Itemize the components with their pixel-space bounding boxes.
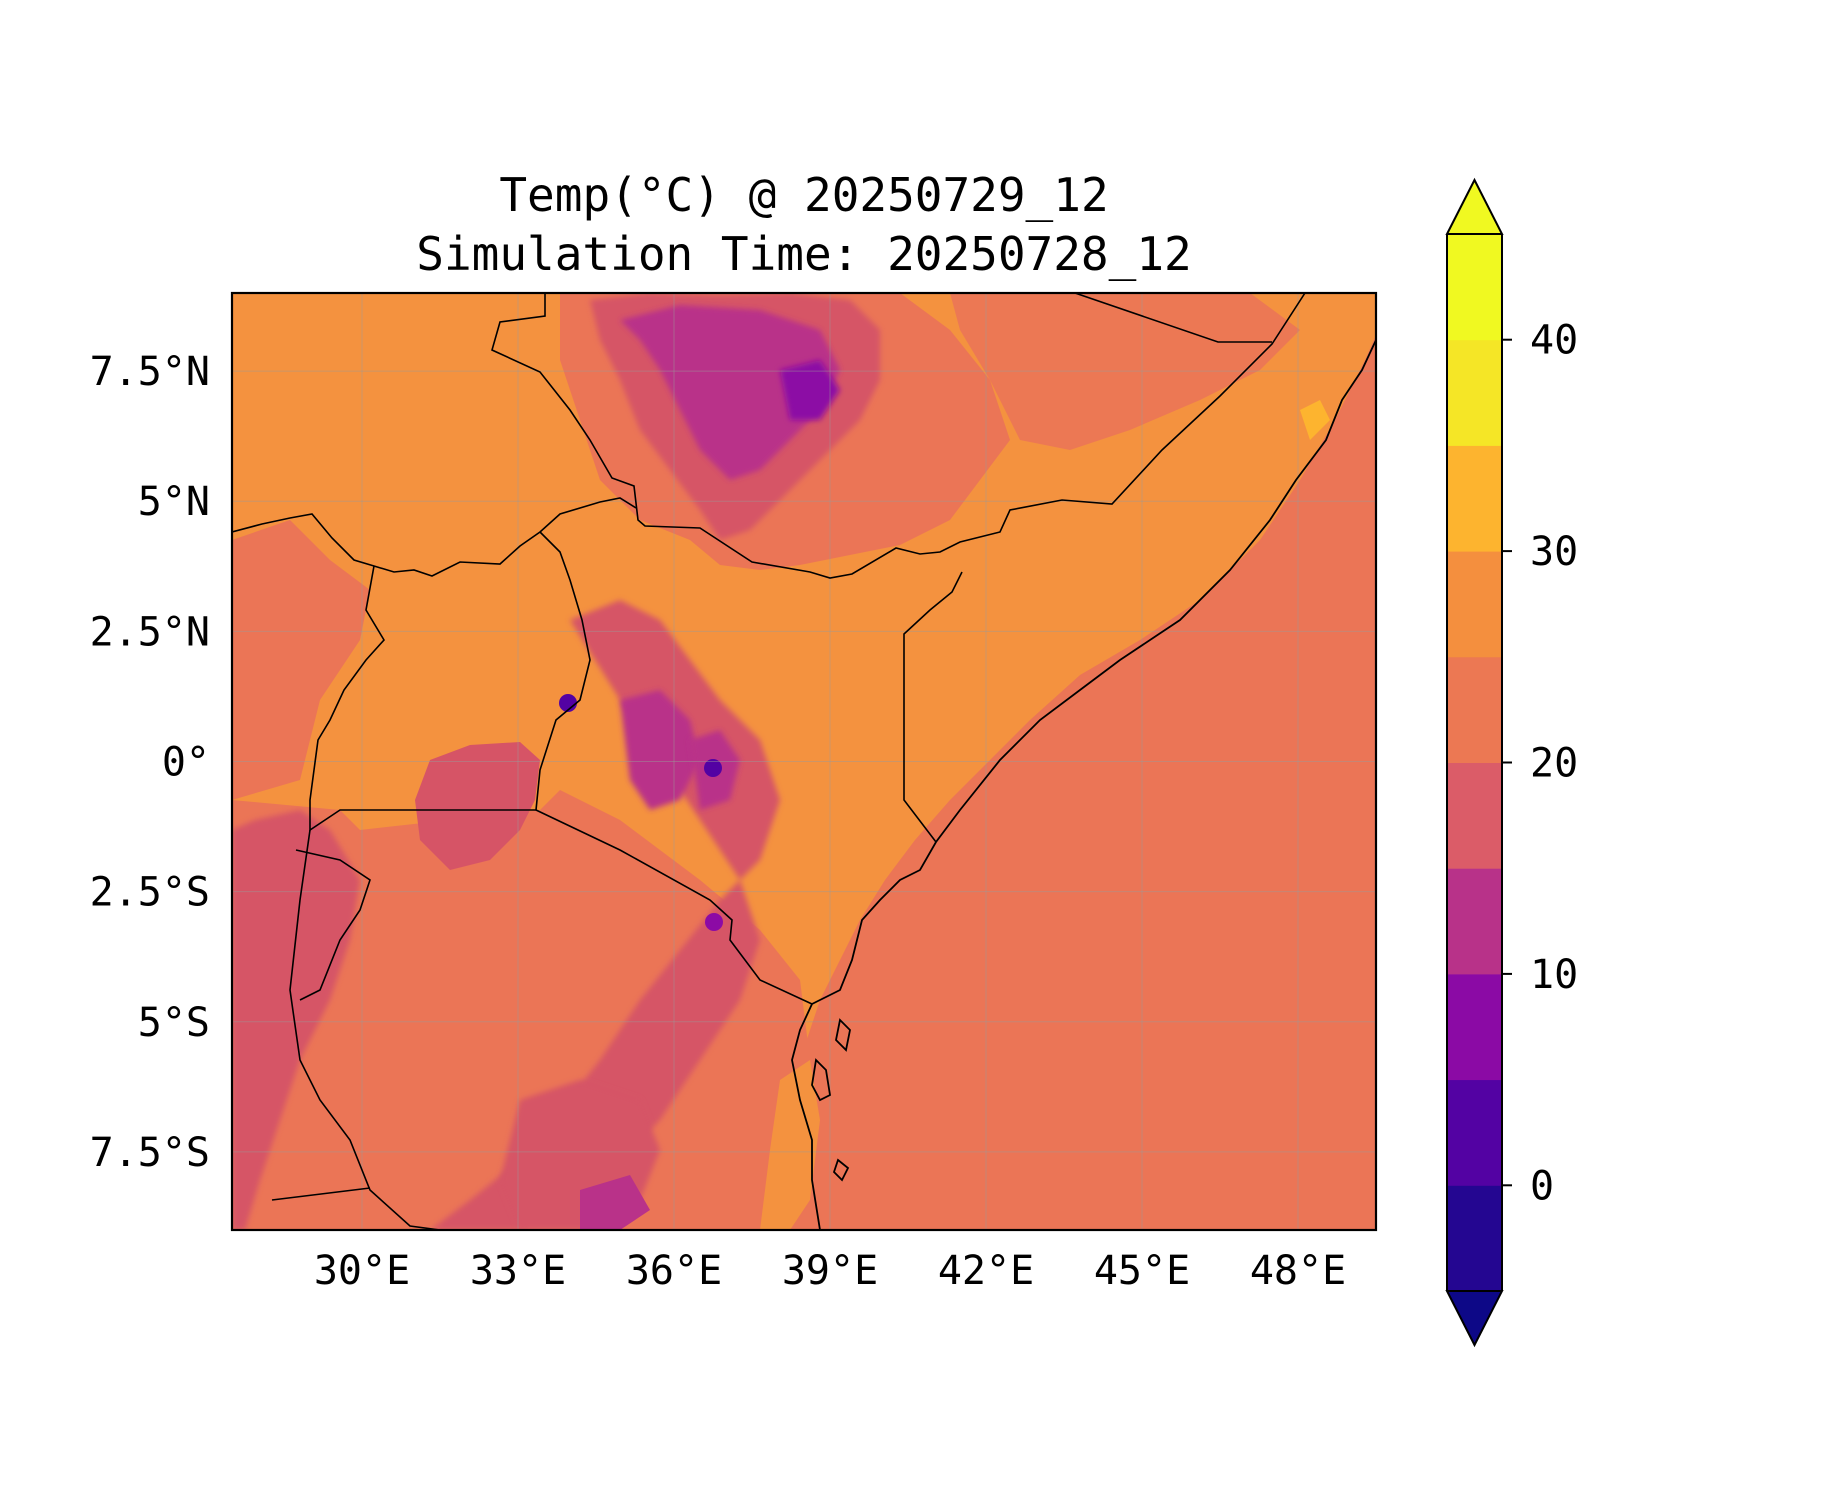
coastline [791,339,1376,1230]
pemba-island [835,1018,851,1052]
lon-tick-label: 33°E [470,1248,566,1294]
colorbar-extend-max [1445,177,1504,235]
lat-tick-label: 2.5°N [90,609,210,655]
coast-warm [760,1060,820,1230]
mafia-island [832,1158,850,1182]
lon-tick-label: 48°E [1250,1248,1346,1294]
zanzibar-island [811,1058,831,1102]
lake-victoria [415,742,540,870]
temperature-field [232,293,1376,1230]
lat-tick-label: 5°N [138,479,210,525]
border-ethiopia-north [1074,293,1272,343]
border-tanzania-west [289,829,441,1230]
border-uganda-drc [309,565,536,832]
kilimanjaro-spot [705,913,723,931]
elgon-spot [559,694,577,712]
lat-tick-label: 5°S [138,1000,210,1046]
mt-kenya-spot [704,759,722,777]
hot-spot [1300,400,1330,440]
colorbar-segment [1447,973,1502,1081]
border-uganda-kenya [535,531,591,811]
lon-tick-label: 30°E [314,1248,410,1294]
border-sudan-ethiopia-somalia [491,293,1306,579]
ocean-region [790,335,1376,1230]
colorbar-ticks: 0 10 20 30 40 [1502,318,1578,1209]
lat-tick-label: 2.5°S [90,870,210,916]
coastline-east-africa [791,339,1376,1230]
west-region [232,520,370,800]
colorbar-tick-label: 0 [1530,1163,1554,1209]
albertine-highlands [232,810,360,1230]
border-zambia [271,1187,371,1201]
border-south-sudan-south [232,497,637,577]
lon-tick-label: 39°E [782,1248,878,1294]
latitude-ticks: 7.5°N 5°N 2.5°N 0° 2.5°S 5°S 7.5°S [90,349,210,1176]
lat-tick-label: 7.5°N [90,349,210,395]
colorbar-tick-label: 20 [1530,741,1578,787]
colorbar-segment [1447,656,1502,763]
colorbar-extend-min [1445,1290,1504,1348]
colorbar [1445,177,1504,1348]
lat-tick-label: 0° [162,740,210,786]
lon-tick-label: 36°E [626,1248,722,1294]
gridlines [232,293,1376,1230]
colorbar-segment [1447,234,1502,341]
lon-tick-label: 45°E [1094,1248,1190,1294]
ethiopia-coldest [780,360,840,420]
colorbar-segment [1447,868,1502,975]
colorbar-tick-label: 40 [1530,318,1578,364]
border-kenya-tanzania [535,809,813,1005]
ethiopia-cold [620,305,840,480]
map-subtitle: Simulation Time: 20250728_12 [416,227,1192,281]
kenya-cold [620,690,700,810]
colorbar-tick-label: 30 [1530,529,1578,575]
longitude-ticks: 30°E 33°E 36°E 39°E 42°E 45°E 48°E [314,1248,1346,1294]
colorbar-tick-label: 10 [1530,952,1578,998]
colorbar-segment [1447,551,1502,658]
colorbar-segment [1447,1079,1502,1186]
colorbar-segment [1447,762,1502,869]
tanzania-region [232,790,810,1230]
border-rwanda-burundi [295,849,371,1001]
southern-highlands-cold [580,1175,650,1230]
colorbar-segment [1447,445,1502,552]
border-kenya-somalia [903,571,963,843]
map-title: Temp(°C) @ 20250729_12 [499,168,1109,222]
lat-tick-label: 7.5°S [90,1130,210,1176]
map-frame [230,291,1378,1232]
colorbar-segment [1447,339,1502,446]
lon-tick-label: 42°E [938,1248,1034,1294]
country-borders [232,293,1306,1230]
colorbar-segment [1447,1185,1502,1292]
ethiopia-east [950,293,1300,450]
